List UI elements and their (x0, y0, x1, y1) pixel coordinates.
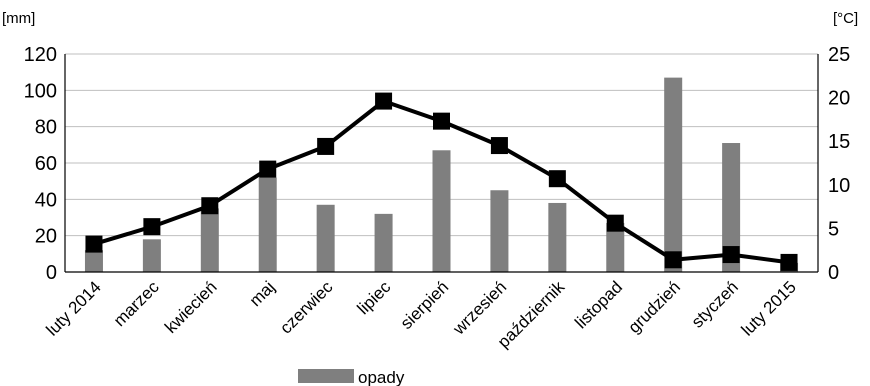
category-label: marzec (110, 277, 163, 330)
temperature-marker (664, 251, 682, 269)
left-tick-label: 100 (24, 80, 57, 102)
left-tick-label: 20 (35, 226, 57, 248)
temperature-marker (375, 92, 393, 110)
category-label: kwiecień (161, 277, 221, 337)
left-axis-tick-labels: 0 20 40 60 80 100 120 (24, 44, 57, 284)
left-tick-label: 40 (35, 189, 57, 211)
left-tick-label: 0 (46, 262, 57, 284)
temperature-marker (548, 170, 566, 188)
temperature-markers (85, 92, 798, 271)
bar-opady (432, 150, 451, 272)
bar-opady (606, 222, 625, 272)
category-label: grudzień (624, 277, 684, 337)
category-label: listopad (571, 277, 626, 332)
bar-opady (374, 213, 393, 272)
category-label: lipiec (354, 277, 395, 318)
right-tick-label: 10 (828, 175, 850, 197)
bar-opady (200, 208, 219, 272)
category-label: styczeń (688, 277, 742, 331)
left-tick-label: 120 (24, 44, 57, 66)
bar-opady (548, 202, 567, 272)
right-tick-label: 20 (828, 88, 850, 110)
category-label: sierpień (397, 277, 453, 333)
temperature-marker (433, 112, 450, 130)
right-tick-label: 0 (828, 262, 839, 284)
left-tick-label: 80 (35, 117, 57, 139)
category-label: maj (246, 277, 279, 310)
temperature-marker (606, 214, 624, 232)
bar-opady (490, 190, 509, 272)
category-label: luty 2015 (738, 277, 800, 339)
precipitation-bars (84, 77, 799, 272)
category-label: luty 2014 (43, 277, 105, 339)
bar-opady (722, 143, 741, 272)
bar-opady (142, 239, 161, 272)
legend-label-opady: opady (358, 368, 405, 386)
bar-opady (258, 177, 277, 272)
legend: opady (298, 368, 405, 386)
right-axis-unit: [°C] (833, 10, 858, 27)
temperature-marker (722, 246, 740, 264)
left-axis-unit: [mm] (2, 10, 35, 27)
temperature-marker (317, 137, 335, 155)
temperature-marker (259, 160, 277, 178)
axes (64, 54, 819, 273)
right-axis-tick-labels: 0 5 10 15 20 25 (828, 44, 850, 284)
left-tick-label: 60 (35, 153, 57, 175)
temperature-marker (780, 253, 798, 271)
right-tick-label: 25 (828, 44, 850, 66)
right-tick-label: 15 (828, 131, 850, 153)
bar-opady (664, 77, 683, 272)
bar-opady (316, 204, 335, 272)
category-label: czerwiec (276, 277, 337, 338)
temperature-marker (490, 137, 508, 155)
temperature-marker (143, 218, 161, 236)
temperature-marker (85, 235, 103, 253)
temperature-marker (201, 197, 219, 215)
right-tick-label: 5 (828, 218, 839, 240)
legend-swatch-opady (298, 369, 354, 383)
bar-opady (84, 250, 103, 272)
